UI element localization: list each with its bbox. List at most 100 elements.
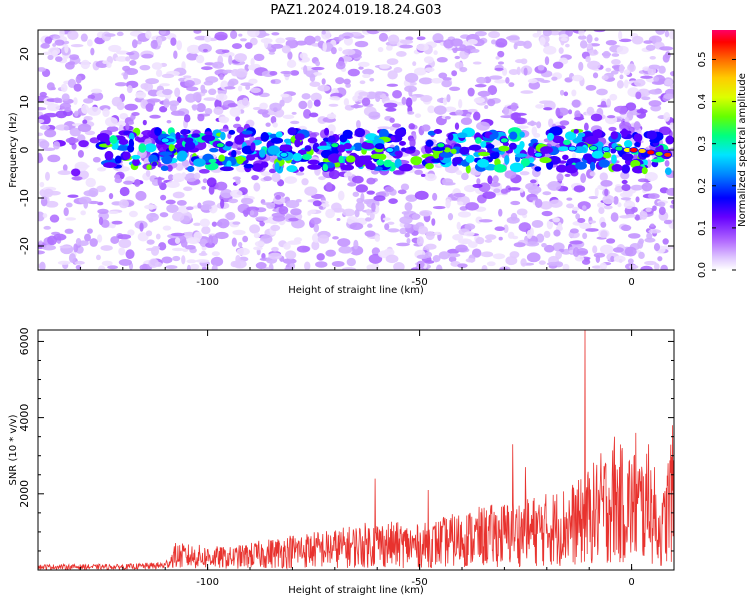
- heatmap-cell: [458, 98, 463, 109]
- heatmap-cell: [385, 254, 399, 264]
- heatmap-cell: [576, 248, 589, 256]
- heatmap-cell: [493, 188, 501, 193]
- heatmap-cell: [282, 114, 295, 120]
- heatmap-ridge-cell: [274, 162, 280, 172]
- heatmap-cell: [349, 222, 364, 230]
- heatmap-cell: [155, 233, 161, 240]
- heatmap-cell: [172, 255, 181, 262]
- heatmap-cell: [495, 38, 508, 48]
- heatmap-ridge-cell: [275, 131, 283, 138]
- heatmap-cell: [186, 259, 197, 264]
- heatmap-cell: [589, 171, 596, 177]
- heatmap-cell: [170, 232, 185, 237]
- heatmap-cell: [230, 30, 238, 40]
- heatmap-cell: [260, 171, 271, 177]
- heatmap-ridge-cell: [286, 165, 298, 173]
- heatmap-cell: [42, 51, 52, 56]
- heatmap-cell: [366, 190, 375, 195]
- heatmap-ridge-cell: [468, 144, 482, 151]
- heatmap-ridge-cell: [394, 158, 402, 169]
- heatmap-cell: [200, 84, 206, 93]
- heatmap-cell: [39, 181, 45, 188]
- heatmap-cell: [98, 216, 104, 226]
- heatmap-cell: [304, 261, 311, 270]
- heatmap-cell: [423, 56, 434, 64]
- heatmap-cell: [648, 64, 661, 70]
- heatmap-cell: [405, 194, 418, 202]
- heatmap-cell: [610, 212, 619, 222]
- colorbar-tick-label: 0.5: [697, 52, 708, 68]
- heatmap-ridge-cell: [361, 155, 374, 161]
- heatmap-ridge-cell: [228, 129, 236, 135]
- heatmap-cell: [167, 174, 174, 181]
- heatmap-cell: [399, 39, 414, 45]
- heatmap-cell: [527, 121, 538, 126]
- heatmap-cell: [237, 103, 242, 108]
- heatmap-ridge-cell: [307, 164, 322, 170]
- heatmap-cell: [556, 173, 564, 182]
- heatmap-cell: [253, 53, 265, 62]
- heatmap-cell: [198, 252, 208, 256]
- heatmap-ridge-cell: [585, 135, 599, 145]
- heatmap-ridge-cell: [368, 162, 376, 171]
- heatmap-cell: [144, 204, 158, 210]
- heatmap-cell: [150, 246, 160, 256]
- heatmap-cell: [186, 44, 201, 54]
- heatmap-ridge-cell: [234, 134, 245, 145]
- heatmap-cell: [288, 217, 299, 222]
- heatmap-cell: [327, 124, 336, 134]
- heatmap-cell: [366, 208, 371, 216]
- heatmap-cell: [317, 84, 331, 92]
- heatmap-cell: [535, 104, 544, 109]
- heatmap-cell: [600, 221, 607, 228]
- heatmap-cell: [202, 200, 216, 207]
- heatmap-ridge-cell: [116, 145, 130, 151]
- heatmap-cell: [296, 245, 310, 253]
- heatmap-cell: [61, 93, 70, 102]
- colorbar-gradient: [712, 30, 736, 270]
- heatmap-peak: [436, 142, 446, 149]
- heatmap-cell: [433, 50, 438, 56]
- heatmap-cell: [569, 228, 579, 234]
- heatmap-ridge-cell: [312, 142, 320, 153]
- heatmap-cell: [259, 102, 269, 110]
- heatmap-ridge-cell: [519, 131, 525, 138]
- heatmap-cell: [546, 261, 561, 266]
- heatmap-cell: [111, 220, 123, 225]
- heatmap-cell: [254, 241, 265, 247]
- heatmap-ridge-cell: [317, 145, 332, 150]
- heatmap-cell: [500, 115, 515, 119]
- heatmap-cell: [95, 254, 101, 261]
- heatmap-cell: [552, 61, 564, 69]
- heatmap-ridge-cell: [563, 139, 571, 146]
- heatmap-ridge-cell: [509, 131, 518, 140]
- heatmap-cell: [364, 217, 372, 222]
- heatmap-cell: [115, 56, 129, 62]
- heatmap-ridge-cell: [447, 133, 454, 141]
- heatmap-cell: [539, 37, 546, 46]
- heatmap-cell: [125, 249, 135, 260]
- heatmap-cell: [616, 80, 624, 89]
- heatmap-cell: [475, 31, 487, 37]
- heatmap-cell: [193, 30, 202, 34]
- heatmap-cell: [231, 237, 237, 247]
- heatmap-cell: [165, 199, 176, 205]
- heatmap-ridge-cell: [184, 141, 196, 150]
- heatmap-cell: [431, 77, 443, 84]
- heatmap-cell: [539, 79, 551, 84]
- heatmap-cell: [350, 104, 364, 109]
- heatmap-cell: [585, 56, 591, 63]
- heatmap-cell: [235, 116, 240, 122]
- heatmap-cell: [557, 222, 563, 231]
- heatmap-ridge-cell: [241, 130, 253, 135]
- heatmap-ridge-cell: [573, 129, 579, 134]
- heatmap-cell: [637, 240, 644, 249]
- heatmap-cell: [648, 89, 663, 95]
- heatmap-cell: [235, 178, 241, 185]
- heatmap-cell: [163, 98, 170, 108]
- heatmap-ridge-cell: [611, 154, 617, 164]
- heatmap-cell: [577, 218, 586, 223]
- heatmap-cell: [275, 37, 286, 44]
- heatmap-cell: [129, 60, 137, 66]
